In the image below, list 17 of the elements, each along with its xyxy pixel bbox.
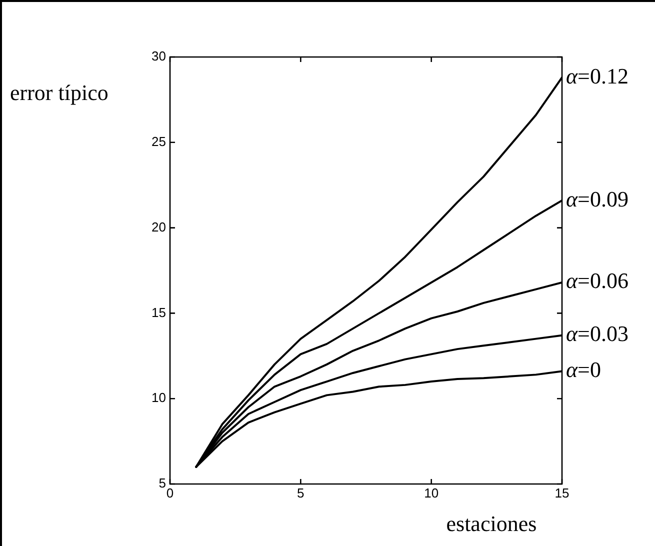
x-tick-label: 10 bbox=[424, 485, 439, 500]
legend-label: α=0.12 bbox=[566, 63, 628, 88]
x-axis-title: estaciones bbox=[446, 511, 537, 536]
y-tick-label: 20 bbox=[152, 219, 166, 234]
legend-label: α=0.03 bbox=[566, 321, 628, 346]
series-label: α=0 bbox=[566, 357, 601, 382]
y-tick-label: 10 bbox=[152, 390, 166, 406]
x-tick-label: 0 bbox=[166, 485, 174, 500]
y-tick-label: 25 bbox=[152, 134, 166, 149]
series-label: α=0.06 bbox=[566, 268, 628, 294]
series-label: α=0.09 bbox=[566, 186, 628, 212]
x-tick-label: 5 bbox=[297, 485, 304, 500]
y-tick-label: 30 bbox=[152, 48, 166, 64]
y-axis-title: error típico bbox=[10, 80, 108, 105]
y-tick-label: 5 bbox=[158, 476, 166, 491]
x-tick-label: 15 bbox=[554, 485, 570, 500]
y-tick-label: 15 bbox=[152, 304, 166, 320]
